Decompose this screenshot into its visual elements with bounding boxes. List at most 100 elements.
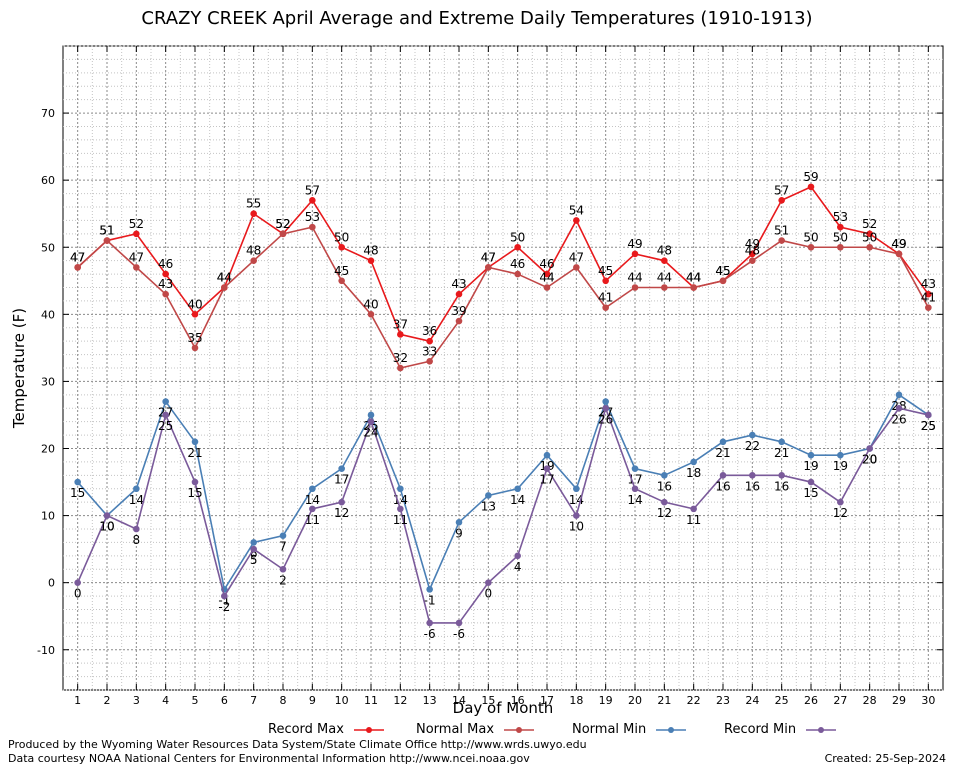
data-point-record-max (837, 223, 844, 231)
data-label-record-min: 26 (891, 412, 906, 426)
data-point-record-min (543, 465, 551, 472)
data-label-record-max: 44 (217, 271, 232, 285)
data-point-normal-min (631, 465, 639, 472)
x-tick-label: 23 (716, 694, 730, 707)
data-label-normal-min: 21 (715, 446, 730, 460)
x-tick-label: 3 (133, 694, 140, 707)
x-tick-label: 22 (687, 694, 701, 707)
data-label-normal-min: 9 (455, 526, 463, 540)
data-point-normal-max (485, 264, 492, 271)
series-line-normal-min (77, 393, 929, 592)
data-label-record-min: 5 (250, 553, 258, 567)
data-point-normal-max (602, 304, 609, 311)
x-tick-label: 17 (540, 694, 554, 707)
data-point-normal-max (749, 257, 756, 264)
data-label-normal-min: 14 (129, 493, 144, 507)
data-label-record-max: 43 (921, 277, 936, 291)
data-point-normal-max (690, 284, 697, 291)
x-tick-label: 7 (250, 694, 257, 707)
data-label-normal-max: 47 (70, 250, 85, 264)
data-label-normal-max: 41 (921, 291, 936, 305)
legend-record-min-swatch (806, 726, 837, 733)
data-label-record-max: 37 (393, 317, 408, 331)
data-label-record-max: 50 (510, 230, 525, 244)
data-point-normal-max (719, 277, 727, 285)
series-record-max: 47 51 52 46 40 44 55 52 57 50 48 37 36 43 47 50 46 54 45 49… (70, 170, 936, 345)
data-label-normal-min: 17 (334, 473, 349, 487)
data-label-normal-max: 45 (334, 264, 349, 278)
y-tick-label: 0 (48, 577, 55, 590)
data-point-normal-min (338, 465, 345, 472)
data-point-record-max (397, 331, 404, 338)
data-label-record-max: 49 (891, 237, 906, 251)
data-label-record-max: 47 (481, 250, 496, 264)
data-label-record-max: 47 (70, 250, 85, 264)
data-label-record-min: 26 (598, 412, 613, 426)
data-point-record-min (661, 498, 668, 506)
data-label-record-max: 44 (686, 271, 701, 285)
legend-record-min: Record Min (724, 722, 837, 737)
data-point-record-min (221, 592, 228, 600)
x-tick-label: 1 (74, 694, 81, 707)
x-tick-label: 21 (657, 694, 671, 707)
data-label-normal-max: 45 (715, 264, 730, 278)
data-point-normal-min (837, 451, 844, 459)
data-label-normal-min: 15 (70, 486, 85, 500)
data-point-normal-min (426, 586, 433, 593)
data-point-normal-min (807, 451, 815, 459)
data-point-normal-min (74, 478, 81, 486)
data-point-normal-max (279, 230, 287, 238)
x-tick-label: 14 (452, 694, 466, 707)
data-point-record-min (514, 552, 521, 560)
data-point-record-max (631, 250, 639, 258)
data-point-record-max (778, 196, 785, 204)
data-point-record-min (602, 404, 609, 412)
data-point-record-min (162, 411, 169, 419)
data-label-normal-min: -1 (424, 593, 436, 607)
data-point-record-max (749, 250, 756, 258)
data-point-normal-min (543, 451, 551, 459)
data-point-normal-min (573, 485, 580, 493)
data-label-record-min: 15 (187, 486, 202, 500)
y-axis-label: Temperature (F) (10, 308, 28, 429)
data-point-record-max (162, 270, 169, 278)
data-label-normal-min: 14 (510, 493, 525, 507)
data-point-record-min (103, 512, 111, 519)
data-label-normal-min: 14 (305, 493, 320, 507)
data-point-record-max (250, 210, 257, 218)
data-point-record-min (74, 579, 81, 586)
data-label-record-min: 11 (686, 513, 701, 527)
data-point-record-max (455, 290, 463, 298)
legend-normal-max-label: Normal Max (416, 722, 495, 737)
data-label-record-max: 43 (451, 277, 466, 291)
data-point-normal-min (690, 458, 697, 466)
data-label-normal-max: 51 (774, 224, 789, 238)
data-point-normal-max (338, 277, 345, 285)
data-point-record-min (455, 619, 463, 627)
data-point-record-max (426, 337, 433, 345)
data-point-record-min (866, 445, 873, 452)
data-point-record-min (778, 472, 785, 479)
data-point-normal-min (162, 398, 169, 405)
data-point-normal-max (397, 364, 404, 372)
data-point-record-min (279, 565, 287, 573)
x-tick-label: 24 (745, 694, 759, 707)
data-point-normal-max (250, 257, 257, 264)
data-label-record-max: 46 (539, 257, 554, 271)
data-label-record-min: 16 (715, 479, 730, 493)
data-label-normal-min: 6 (250, 546, 258, 560)
data-label-record-max: 48 (657, 244, 672, 258)
data-point-normal-max (309, 223, 316, 231)
data-label-normal-max: 44 (539, 271, 554, 285)
data-label-record-min: 12 (833, 506, 848, 520)
data-label-record-min: 0 (74, 587, 82, 601)
x-tick-label: 13 (423, 694, 437, 707)
data-label-normal-max: 44 (657, 271, 672, 285)
data-label-normal-max: 48 (745, 244, 760, 258)
data-point-record-min (367, 418, 375, 425)
data-label-record-max: 48 (363, 244, 378, 258)
data-label-normal-max: 44 (686, 271, 701, 285)
data-label-normal-max: 48 (246, 244, 261, 258)
data-label-record-max: 53 (833, 210, 848, 224)
data-label-record-max: 52 (129, 217, 144, 231)
